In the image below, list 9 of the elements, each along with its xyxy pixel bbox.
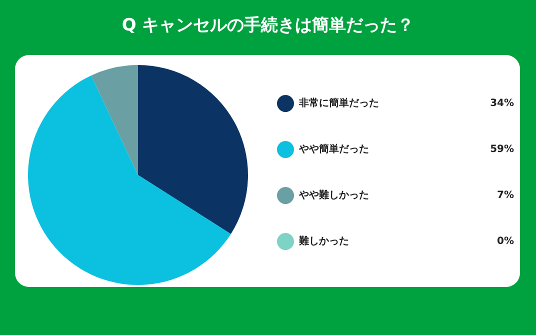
data-label: 34% [490,98,514,109]
data-label: 59% [490,144,514,155]
legend-label: 難しかった [298,235,349,247]
text: 0% [497,236,514,247]
chart-title: Q キャンセルの手続きは簡単だった？ [122,16,414,36]
data-label: 7% [497,190,514,201]
legend-label: やや難しかった [298,189,369,201]
legend-label: やや簡単だった [298,143,369,155]
legend-label: 非常に簡単だった [298,97,379,109]
